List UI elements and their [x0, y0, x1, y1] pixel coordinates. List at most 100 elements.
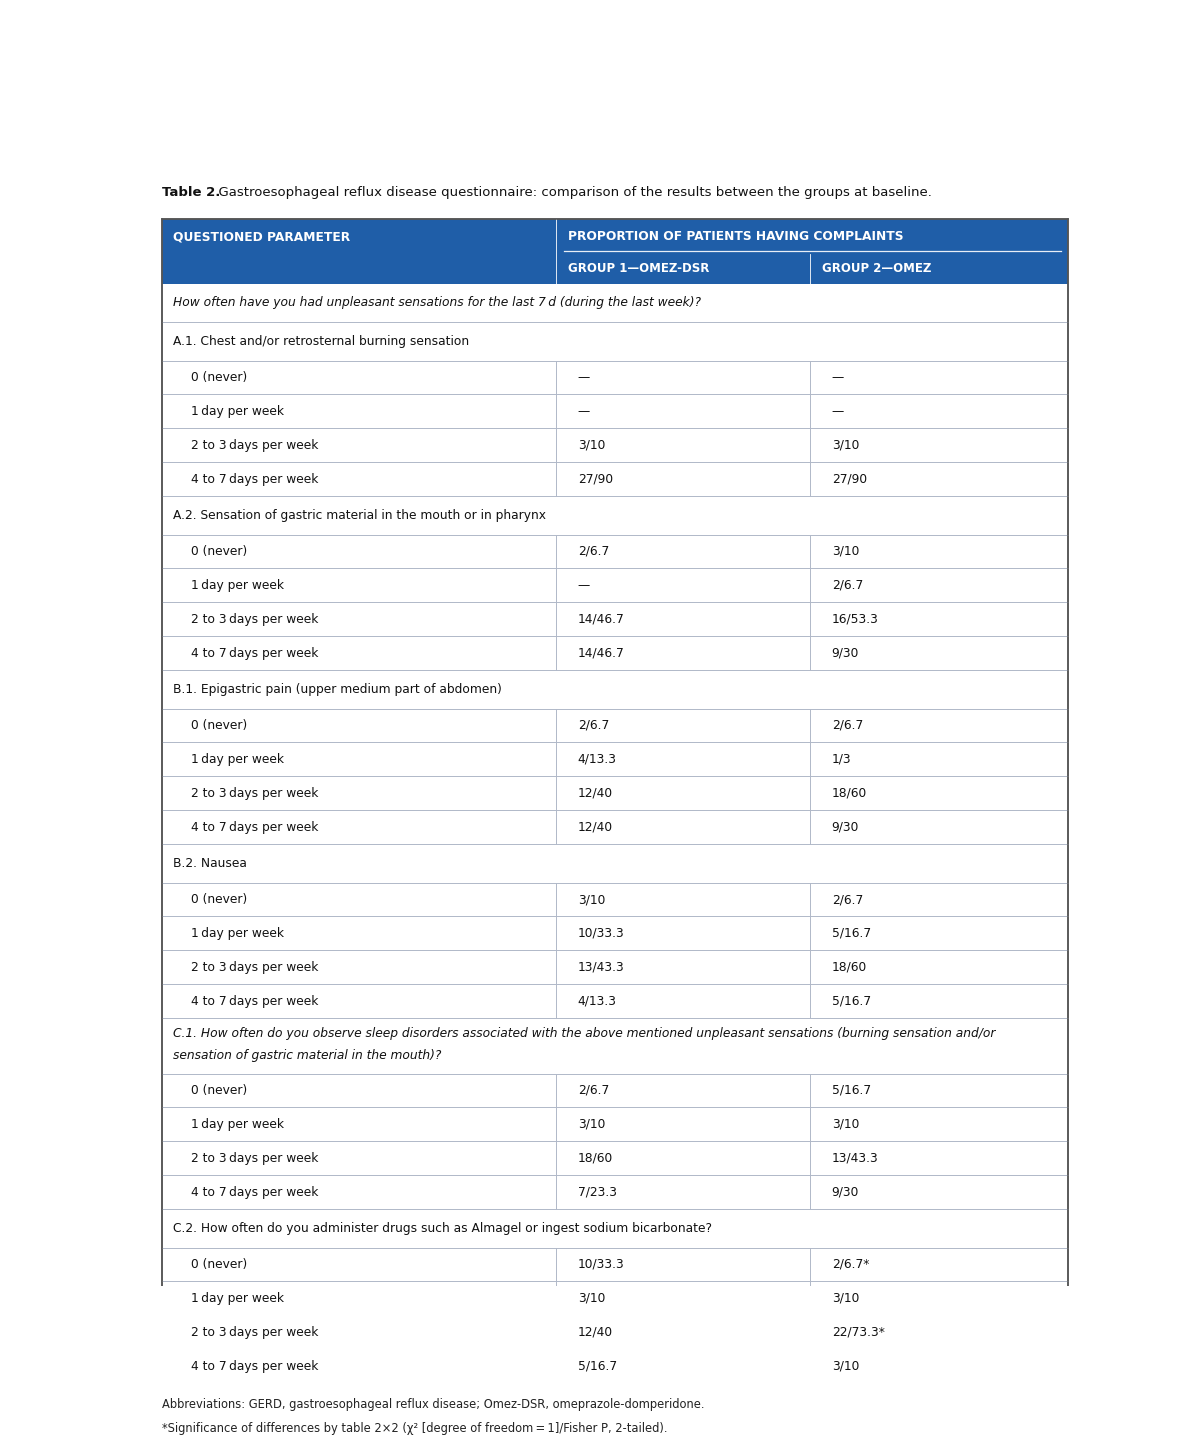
Text: Gastroesophageal reflux disease questionnaire: comparison of the results between: Gastroesophageal reflux disease question… — [210, 186, 932, 199]
Text: 7/23.3: 7/23.3 — [577, 1185, 617, 1198]
Text: 3/10: 3/10 — [577, 893, 605, 906]
Bar — [162, 1282, 1068, 1315]
Text: 2/6.7: 2/6.7 — [832, 720, 863, 733]
Bar — [162, 428, 1068, 462]
Text: 13/43.3: 13/43.3 — [832, 1152, 878, 1165]
Bar — [162, 568, 1068, 603]
Text: 12/40: 12/40 — [577, 786, 613, 799]
Bar — [162, 394, 1068, 428]
Text: 10/33.3: 10/33.3 — [577, 926, 624, 939]
Text: 18/60: 18/60 — [832, 961, 866, 974]
Text: C.1. How often do you observe sleep disorders associated with the above mentione: C.1. How often do you observe sleep diso… — [173, 1027, 996, 1040]
Text: 1 day per week: 1 day per week — [191, 926, 284, 939]
Bar — [162, 636, 1068, 670]
Text: 2/6.7: 2/6.7 — [577, 1084, 610, 1097]
Text: —: — — [577, 371, 590, 384]
Text: PROPORTION OF PATIENTS HAVING COMPLAINTS: PROPORTION OF PATIENTS HAVING COMPLAINTS — [568, 230, 904, 243]
Text: 2 to 3 days per week: 2 to 3 days per week — [191, 786, 318, 799]
Bar — [162, 811, 1068, 844]
Text: 12/40: 12/40 — [577, 1325, 613, 1338]
Bar — [162, 670, 1068, 708]
Bar — [162, 1019, 1068, 1074]
Text: 3/10: 3/10 — [832, 1360, 859, 1373]
Text: 0 (never): 0 (never) — [191, 1084, 247, 1097]
Text: 3/10: 3/10 — [577, 1118, 605, 1131]
Text: C.2. How often do you administer drugs such as Almagel or ingest sodium bicarbon: C.2. How often do you administer drugs s… — [173, 1222, 713, 1235]
Text: 3/10: 3/10 — [832, 545, 859, 558]
Text: 1/3: 1/3 — [832, 753, 851, 766]
Text: 0 (never): 0 (never) — [191, 545, 247, 558]
Bar — [162, 254, 1068, 283]
Text: How often have you had unpleasant sensations for the last 7 d (during the last w: How often have you had unpleasant sensat… — [173, 296, 701, 309]
Bar — [162, 1074, 1068, 1107]
Bar — [162, 283, 1068, 322]
Bar — [162, 218, 1068, 254]
Text: 1 day per week: 1 day per week — [191, 405, 284, 418]
Text: 14/46.7: 14/46.7 — [577, 646, 624, 659]
Text: 9/30: 9/30 — [832, 821, 859, 834]
Bar — [162, 496, 1068, 535]
Text: 2/6.7: 2/6.7 — [832, 579, 863, 592]
Text: 27/90: 27/90 — [832, 473, 866, 486]
Text: 18/60: 18/60 — [577, 1152, 613, 1165]
Bar — [162, 1142, 1068, 1175]
Text: 2 to 3 days per week: 2 to 3 days per week — [191, 1152, 318, 1165]
Text: 3/10: 3/10 — [832, 1292, 859, 1305]
Bar — [162, 951, 1068, 984]
Bar — [162, 1175, 1068, 1209]
Text: 9/30: 9/30 — [832, 1185, 859, 1198]
Text: 0 (never): 0 (never) — [191, 893, 247, 906]
Text: 16/53.3: 16/53.3 — [832, 613, 878, 626]
Text: 2 to 3 days per week: 2 to 3 days per week — [191, 1325, 318, 1338]
Bar — [162, 603, 1068, 636]
Text: 14/46.7: 14/46.7 — [577, 613, 624, 626]
Text: 3/10: 3/10 — [577, 439, 605, 452]
Text: 2/6.7*: 2/6.7* — [832, 1259, 869, 1272]
Text: 0 (never): 0 (never) — [191, 371, 247, 384]
Text: 18/60: 18/60 — [832, 786, 866, 799]
Bar — [162, 1350, 1068, 1383]
Text: 1 day per week: 1 day per week — [191, 1292, 284, 1305]
Bar — [162, 883, 1068, 916]
Text: 5/16.7: 5/16.7 — [832, 926, 871, 939]
Text: 0 (never): 0 (never) — [191, 720, 247, 733]
Text: 4 to 7 days per week: 4 to 7 days per week — [191, 1360, 318, 1373]
Text: 27/90: 27/90 — [577, 473, 613, 486]
Text: QUESTIONED PARAMETER: QUESTIONED PARAMETER — [173, 230, 350, 243]
Text: —: — — [577, 579, 590, 592]
Text: 5/16.7: 5/16.7 — [832, 1084, 871, 1097]
Text: Table 2.: Table 2. — [162, 186, 220, 199]
Text: 4 to 7 days per week: 4 to 7 days per week — [191, 994, 318, 1007]
Text: 4 to 7 days per week: 4 to 7 days per week — [191, 646, 318, 659]
Text: —: — — [832, 405, 844, 418]
Text: B.2. Nausea: B.2. Nausea — [173, 857, 247, 870]
Bar — [162, 916, 1068, 951]
Bar — [162, 1209, 1068, 1247]
Text: GROUP 2—OMEZ: GROUP 2—OMEZ — [822, 263, 931, 276]
Bar — [162, 360, 1068, 394]
Text: 13/43.3: 13/43.3 — [577, 961, 624, 974]
Text: 2 to 3 days per week: 2 to 3 days per week — [191, 439, 318, 452]
Text: 3/10: 3/10 — [832, 439, 859, 452]
Bar — [162, 535, 1068, 568]
Text: 2/6.7: 2/6.7 — [577, 720, 610, 733]
Text: A.1. Chest and/or retrosternal burning sensation: A.1. Chest and/or retrosternal burning s… — [173, 335, 469, 348]
Bar — [162, 708, 1068, 743]
Text: —: — — [832, 371, 844, 384]
Text: 22/73.3*: 22/73.3* — [832, 1325, 884, 1338]
Text: 2 to 3 days per week: 2 to 3 days per week — [191, 613, 318, 626]
Bar — [162, 1247, 1068, 1282]
Text: 3/10: 3/10 — [577, 1292, 605, 1305]
Text: 4 to 7 days per week: 4 to 7 days per week — [191, 1185, 318, 1198]
Text: 4/13.3: 4/13.3 — [577, 994, 617, 1007]
Text: 1 day per week: 1 day per week — [191, 579, 284, 592]
Text: Abbreviations: GERD, gastroesophageal reflux disease; Omez-DSR, omeprazole-dompe: Abbreviations: GERD, gastroesophageal re… — [162, 1399, 704, 1412]
Text: 10/33.3: 10/33.3 — [577, 1259, 624, 1272]
Bar — [162, 743, 1068, 776]
Bar — [162, 322, 1068, 360]
Text: A.2. Sensation of gastric material in the mouth or in pharynx: A.2. Sensation of gastric material in th… — [173, 509, 546, 522]
Bar — [162, 984, 1068, 1019]
Text: 2 to 3 days per week: 2 to 3 days per week — [191, 961, 318, 974]
Text: B.1. Epigastric pain (upper medium part of abdomen): B.1. Epigastric pain (upper medium part … — [173, 683, 502, 696]
Text: 0 (never): 0 (never) — [191, 1259, 247, 1272]
